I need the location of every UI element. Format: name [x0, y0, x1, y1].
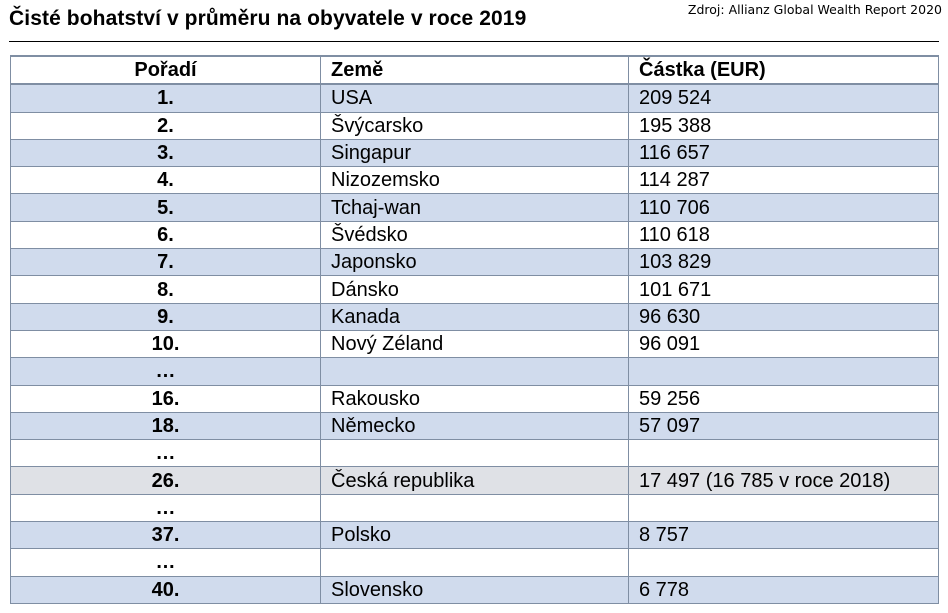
country-cell [320, 493, 629, 523]
table-row: 1. USA 209 524 [10, 83, 939, 113]
country-cell: Kanada [320, 302, 629, 331]
rank-cell: … [10, 439, 321, 468]
country-cell: Rakousko [320, 384, 629, 413]
country-cell: Singapur [320, 138, 629, 168]
table-row: 40. Slovensko 6 778 [10, 575, 939, 604]
table-row: … [10, 548, 939, 577]
rank-cell: 6. [10, 220, 321, 250]
rank-cell: 5. [10, 193, 321, 222]
country-cell: Japonsko [320, 248, 629, 277]
header-rank: Pořadí [10, 54, 321, 86]
country-cell: Švédsko [320, 220, 629, 250]
amount-cell: 17 497 (16 785 v roce 2018) [628, 466, 939, 495]
table-row: 4. Nizozemsko 114 287 [10, 166, 939, 195]
amount-cell [628, 548, 939, 577]
table-row: 26. Česká republika 17 497 (16 785 v roce … [10, 466, 939, 495]
rank-cell: 8. [10, 275, 321, 304]
rank-cell: 4. [10, 166, 321, 195]
rank-cell: 7. [10, 248, 321, 277]
rank-cell: 1. [10, 83, 321, 113]
amount-cell: 59 256 [628, 384, 939, 413]
table-row: … [10, 439, 939, 468]
table-header-row: Pořadí Země Částka (EUR) [10, 54, 939, 86]
country-cell [320, 357, 629, 386]
amount-cell: 209 524 [628, 83, 939, 113]
country-cell: Německo [320, 411, 629, 441]
amount-cell [628, 439, 939, 468]
rank-cell: 10. [10, 329, 321, 359]
country-cell: Česká republika [320, 466, 629, 495]
amount-cell [628, 357, 939, 386]
rank-cell: 16. [10, 384, 321, 413]
amount-cell: 101 671 [628, 275, 939, 304]
table-row: 3. Singapur 116 657 [10, 138, 939, 168]
table-row: 9. Kanada 96 630 [10, 302, 939, 331]
rank-cell: … [10, 493, 321, 523]
rank-cell: 18. [10, 411, 321, 441]
wealth-ranking-table: Pořadí Země Částka (EUR) 1. USA 209 524 2. Š… [10, 54, 939, 604]
table-row: 18. Německo 57 097 [10, 411, 939, 441]
table-row: 5. Tchaj-wan 110 706 [10, 193, 939, 222]
country-cell: Polsko [320, 521, 629, 550]
rank-cell: 37. [10, 521, 321, 550]
country-cell: Švýcarsko [320, 111, 629, 140]
amount-cell: 96 091 [628, 329, 939, 359]
title-divider [9, 41, 939, 42]
amount-cell: 114 287 [628, 166, 939, 195]
table-row: 7. Japonsko 103 829 [10, 248, 939, 277]
country-cell: USA [320, 83, 629, 113]
amount-cell: 96 630 [628, 302, 939, 331]
rank-cell: 3. [10, 138, 321, 168]
country-cell: Nizozemsko [320, 166, 629, 195]
rank-cell: 2. [10, 111, 321, 140]
table-row: … [10, 493, 939, 523]
header-country: Země [320, 54, 629, 86]
amount-cell: 57 097 [628, 411, 939, 441]
amount-cell: 116 657 [628, 138, 939, 168]
page-title: Čisté bohatství v průměru na obyvatele v… [9, 7, 527, 30]
table-row: 2. Švýcarsko 195 388 [10, 111, 939, 140]
table-body: 1. USA 209 524 2. Švýcarsko 195 388 3. Singapur… [10, 83, 939, 604]
country-cell: Slovensko [320, 575, 629, 604]
rank-cell: 40. [10, 575, 321, 604]
rank-cell: 26. [10, 466, 321, 495]
amount-cell: 6 778 [628, 575, 939, 604]
table-row: 8. Dánsko 101 671 [10, 275, 939, 304]
header-amount: Částka (EUR) [628, 54, 939, 86]
table-row: 6. Švédsko 110 618 [10, 220, 939, 250]
source-note: Zdroj: Allianz Global Wealth Report 2020 [687, 2, 942, 17]
country-cell: Dánsko [320, 275, 629, 304]
country-cell: Tchaj-wan [320, 193, 629, 222]
table-row: 16. Rakousko 59 256 [10, 384, 939, 413]
country-cell [320, 439, 629, 468]
rank-cell: 9. [10, 302, 321, 331]
table-row: 37. Polsko 8 757 [10, 521, 939, 550]
rank-cell: … [10, 357, 321, 386]
amount-cell: 110 706 [628, 193, 939, 222]
country-cell: Nový Zéland [320, 329, 629, 359]
amount-cell: 195 388 [628, 111, 939, 140]
country-cell [320, 548, 629, 577]
amount-cell: 110 618 [628, 220, 939, 250]
rank-cell: … [10, 548, 321, 577]
amount-cell: 8 757 [628, 521, 939, 550]
amount-cell [628, 493, 939, 523]
table-row: … [10, 357, 939, 386]
table-row: 10. Nový Zéland 96 091 [10, 329, 939, 359]
amount-cell: 103 829 [628, 248, 939, 277]
